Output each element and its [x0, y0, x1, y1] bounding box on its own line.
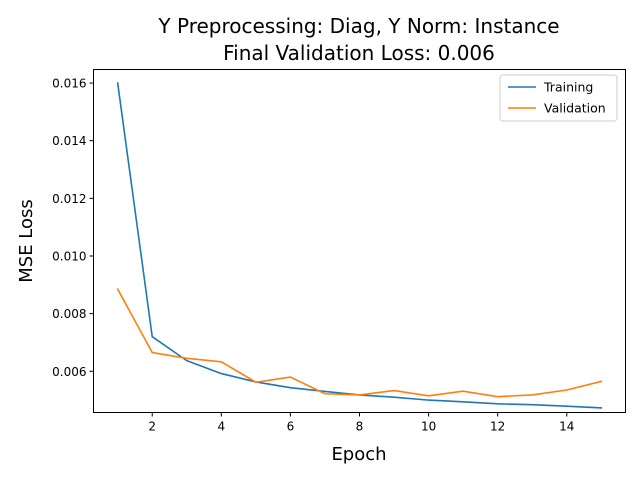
- y-tick-label: 0.006: [52, 365, 86, 379]
- legend: Training Validation: [499, 74, 618, 122]
- legend-label-validation: Validation: [544, 101, 606, 116]
- y-tick-label: 0.008: [52, 307, 86, 321]
- x-tick-label: 8: [356, 420, 364, 434]
- x-tick-label: 12: [490, 420, 505, 434]
- x-tick-label: 6: [287, 420, 295, 434]
- chart-title-line2: Final Validation Loss: 0.006: [223, 41, 495, 65]
- axis-ticks: 2 4 6 8 10 12 14 0.006 0.008 0.010 0.012 0.014 0.016: [52, 77, 574, 434]
- x-axis-label: Epoch: [331, 444, 386, 465]
- y-tick-label: 0.012: [52, 192, 86, 206]
- x-tick-label: 10: [421, 420, 436, 434]
- y-tick-label: 0.014: [52, 134, 86, 148]
- y-axis-label: MSE Loss: [16, 199, 37, 283]
- y-tick-label: 0.010: [52, 249, 86, 263]
- x-tick-label: 4: [217, 420, 225, 434]
- x-tick-label: 14: [559, 420, 574, 434]
- legend-label-training: Training: [543, 80, 593, 95]
- plot-frame: [93, 69, 626, 413]
- x-tick-label: 2: [148, 420, 156, 434]
- series-line-validation: [116, 288, 603, 398]
- chart-title-line1: Y Preprocessing: Diag, Y Norm: Instance: [157, 14, 559, 38]
- plot-area: [116, 82, 603, 409]
- y-tick-label: 0.016: [52, 77, 86, 91]
